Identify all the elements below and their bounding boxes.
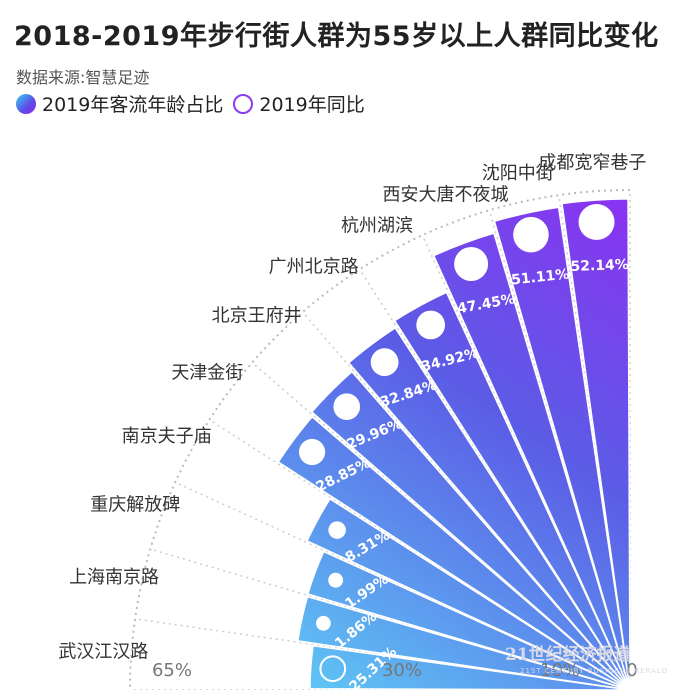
bar-wedge: [306, 550, 622, 689]
yoy-circle: [370, 348, 399, 377]
value-label: 51.11%: [510, 266, 570, 288]
category-label: 北京王府井: [212, 306, 302, 327]
axis-tick-label: 30%: [382, 660, 422, 681]
legend-item-share: 2019年客流年龄占比: [16, 90, 223, 117]
legend-item-yoy: 2019年同比: [233, 90, 365, 117]
data-source: 数据来源:智慧足迹: [16, 68, 150, 87]
legend-swatch-fill: [16, 93, 36, 114]
yoy-circle: [513, 216, 549, 253]
category-label: 成都宽窄巷子: [538, 152, 646, 173]
value-label: 52.14%: [570, 257, 629, 275]
category-label: 重庆解放碑: [90, 494, 180, 515]
yoy-circle: [578, 204, 615, 241]
category-label: 西安大唐不夜城: [382, 184, 508, 205]
category-label: 杭州湖滨: [341, 216, 413, 237]
legend: 2019年客流年龄占比 2019年同比: [16, 90, 365, 117]
watermark-text: 21世纪经济报道: [505, 644, 631, 665]
yoy-circle: [328, 572, 344, 588]
category-label: 天津金街: [171, 363, 243, 384]
wedge-layer: [277, 198, 631, 690]
axis-tick-label: 0: [626, 660, 637, 681]
category-label: 武汉江汉路: [58, 641, 148, 662]
axis-tick-label: 10%: [540, 660, 580, 681]
yoy-circle: [298, 438, 326, 466]
category-label: 沈阳中街: [482, 163, 554, 184]
chart-title: 2018-2019年步行街人群为55岁以上人群同比变化: [14, 21, 659, 52]
label-layer: -25.31%武汉江汉路 1.86%上海南京路 1.99%重庆解放碑8.31%南京夫…: [58, 152, 646, 690]
yoy-circle: [319, 655, 347, 683]
bar-wedge: [393, 291, 627, 683]
category-label: 上海南京路: [69, 567, 159, 588]
category-label: 广州北京路: [269, 256, 359, 277]
bar-wedge: [347, 326, 626, 684]
bar-wedge: [310, 370, 625, 685]
yoy-circle: [328, 521, 346, 539]
yoy-circle: [333, 393, 361, 421]
category-label: 南京夫子庙: [122, 426, 212, 447]
legend-label-yoy: 2019年同比: [259, 94, 365, 116]
yoy-circle: [454, 246, 489, 282]
bar-wedge: [297, 595, 622, 690]
bar-wedge: [277, 415, 624, 686]
watermark-subtext: 21ST CENTURY BUSINESS HERALD: [520, 667, 668, 675]
bar-wedge: [432, 232, 629, 682]
bar-wedge: [309, 644, 621, 690]
yoy-circle: [316, 615, 331, 631]
legend-swatch-ring: [233, 93, 254, 114]
watermark: 21世纪经济报道 21ST CENTURY BUSINESS HERALD: [505, 644, 668, 675]
legend-label-share: 2019年客流年龄占比: [42, 94, 224, 116]
bar-wedge: [306, 497, 623, 687]
bar-wedge: [493, 206, 630, 682]
axis-layer: 65% 30% 10% 0: [152, 660, 638, 681]
bar-wedge: [561, 198, 631, 681]
axis-tick-label: 65%: [152, 660, 192, 681]
yoy-circle: [416, 310, 446, 340]
